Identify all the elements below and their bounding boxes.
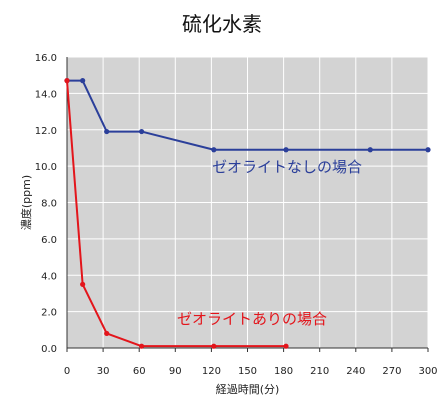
data-point <box>139 128 145 135</box>
data-point <box>211 147 217 153</box>
y-tick-label: 4.0 <box>41 271 57 282</box>
annotation-without-zeolite: ゼオライトなしの場合 <box>212 158 362 176</box>
x-tick-label: 240 <box>346 366 365 377</box>
y-tick-label: 6.0 <box>41 235 57 246</box>
y-tick-label: 14.0 <box>35 89 57 100</box>
x-tick-label: 120 <box>202 366 221 377</box>
series-line-0 <box>67 79 428 151</box>
grid-lines <box>67 56 429 348</box>
x-tick-label: 90 <box>169 366 182 377</box>
series-layer <box>64 78 431 349</box>
x-axis-label: 経過時間(分) <box>216 383 280 396</box>
chart-title: 硫化水素 <box>182 12 262 36</box>
y-tick-label: 10.0 <box>35 162 57 173</box>
y-axis-label: 濃度(ppm) <box>19 175 33 230</box>
data-point <box>283 343 289 349</box>
data-point <box>64 78 70 84</box>
x-tick-label: 270 <box>382 366 401 377</box>
data-point <box>80 281 86 287</box>
series-line-1 <box>66 80 287 348</box>
data-point <box>104 128 110 135</box>
data-point <box>367 147 373 153</box>
x-tick-label: 180 <box>274 366 293 377</box>
data-point <box>425 147 431 153</box>
x-tick-label: 0 <box>64 366 70 377</box>
data-point <box>80 78 86 84</box>
data-point <box>104 330 110 337</box>
y-tick-label: 16.0 <box>35 53 57 64</box>
x-tick-label: 300 <box>418 366 437 377</box>
y-tick-label: 8.0 <box>41 199 57 210</box>
data-point <box>211 343 217 349</box>
axes <box>66 57 429 352</box>
tick-labels: 0.0 2.0 4.0 6.0 8.0 10.0 12.0 14.0 16.0 0 30 60 90 12… <box>35 53 438 377</box>
annotation-with-zeolite: ゼオライトありの場合 <box>177 310 327 328</box>
y-tick-label: 2.0 <box>41 308 57 319</box>
y-tick-label: 12.0 <box>35 126 57 137</box>
data-point <box>283 147 289 153</box>
x-tick-label: 60 <box>133 366 146 377</box>
data-point <box>139 343 145 349</box>
y-tick-label: 0.0 <box>41 344 57 355</box>
x-tick-label: 150 <box>238 366 257 377</box>
x-tick-label: 210 <box>310 366 329 377</box>
x-tick-label: 30 <box>97 366 110 377</box>
